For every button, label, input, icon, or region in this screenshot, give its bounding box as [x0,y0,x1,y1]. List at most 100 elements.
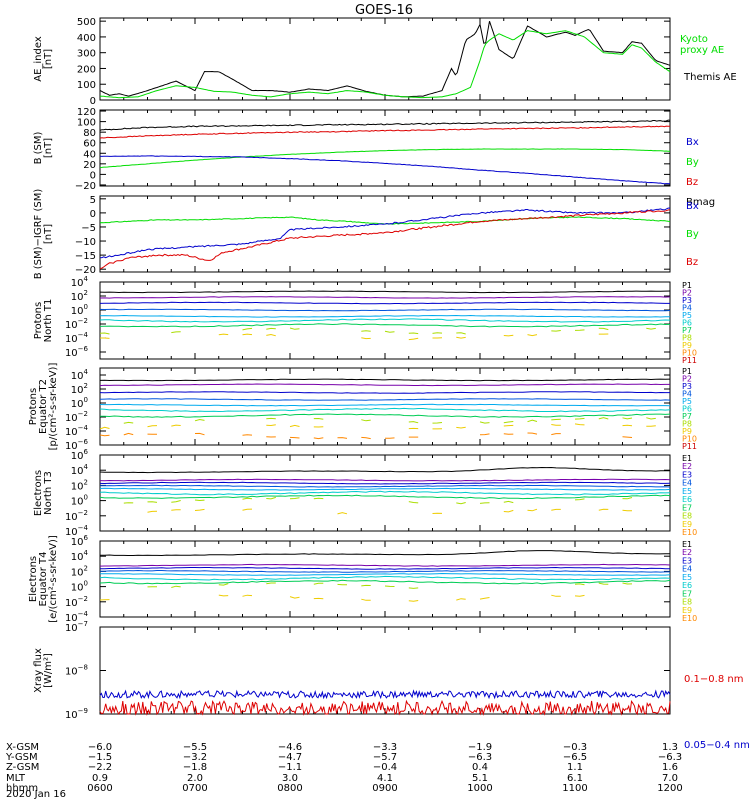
channel-trace [598,582,609,585]
y-tick-label: 200 [77,64,96,75]
y-tick-label: −10 [75,237,96,248]
y-tick-label: 10−2 [65,509,88,523]
x-tick-value: −1.9 [468,742,492,753]
channel-trace [289,596,300,599]
y-tick-label: 300 [77,49,96,60]
channel-trace [147,501,158,503]
y-tick-label: 0 [90,209,96,220]
series-bmag [99,119,671,131]
legend-e10: E10 [682,614,697,623]
x-tick-value: 7.0 [662,773,678,784]
channel-trace [598,417,609,420]
x-tick-value: 0.4 [472,762,488,773]
legend-bx: Bx [686,201,699,212]
channel-trace [503,433,514,435]
channel-trace [646,327,656,330]
panel-xray: Xray flux[W/m²] 10−7 10−8 10−9 0.1−0.8 nm 0.0… [33,620,750,751]
channel-trace [99,318,671,323]
y-axis-label: B (SM)−IGRF (SM)[nT] [33,189,54,280]
channel-trace [266,496,276,500]
legend-by: By [686,229,699,240]
channel-trace [503,421,514,424]
channel-trace [622,424,633,427]
x-tick-value: 1.1 [567,762,583,773]
legend-bz: Bz [686,257,698,268]
y-axis-label: ProtonsEquator T2[p/(cm²-s-sr-keV)] [28,363,59,451]
channel-trace [408,337,419,341]
legend-kyoto-proxy-ae: Kyoto proxy AE [680,34,724,56]
channel-trace [266,424,276,427]
series-bx [99,207,671,259]
x-tick-value: −3.2 [183,752,207,763]
channel-trace [408,587,419,589]
x-tick-value: 0700 [182,783,207,794]
channel-trace [99,426,110,430]
y-tick-label: 102 [71,289,88,303]
channel-trace [313,582,324,585]
y-tick-label: 60 [83,139,96,150]
channel-trace [527,334,538,337]
series-bx [99,155,671,185]
channel-trace [384,585,395,587]
y-axis-label: ElectronsNorth T3 [33,470,54,516]
y-axis-label: ElectronsEquator T4[e/(cm²-s-sr-keV)] [28,535,59,623]
channel-trace [123,421,134,424]
series-bz [99,209,671,269]
channel-trace [194,499,205,502]
panel-e2: ElectronsEquator T4[e/(cm²-s-sr-keV)] 106… [28,534,697,624]
channel-trace [266,333,276,337]
y-tick-label: 500 [77,17,96,28]
x-tick-value: −4.6 [278,742,302,753]
legend-e4: E4 [682,565,692,574]
legend-p10: P10 [682,435,697,444]
channel-trace [194,418,205,422]
y-tick-label: 10−2 [65,410,88,424]
legend-e7: E7 [682,589,692,598]
channel-trace [242,327,253,331]
channel-trace [622,497,633,500]
legend-p6: P6 [682,319,692,328]
channel-trace [99,407,671,413]
x-tick-value: −6.5 [563,752,587,763]
channel-trace [361,598,371,601]
channel-trace [242,333,253,336]
channel-trace [527,419,538,423]
channel-trace [361,584,371,587]
channel-trace [242,497,253,500]
y-tick-label: 100 [77,118,96,129]
y-tick-label: 0 [90,96,96,107]
series-kyoto-proxy-ae [99,30,671,99]
y-tick-label: 10−7 [65,620,88,634]
legend-p3: P3 [682,382,692,391]
legend-e1: E1 [682,540,692,549]
y-tick-label: 102 [71,478,88,492]
channel-trace [622,582,633,585]
channel-trace [479,433,490,436]
legend-p11: P11 [682,442,697,451]
x-tick-value: −4.7 [278,752,302,763]
panel-frame [99,195,671,273]
channel-trace [527,508,538,512]
x-tick-value: 3.0 [282,773,298,784]
y-tick-label: 5 [90,195,96,206]
channel-trace [99,383,670,387]
x-tick-value: −5.7 [373,752,397,763]
channel-trace [646,425,656,427]
channel-trace [218,594,229,597]
channel-trace [646,417,656,420]
x-axis-row-label: X-GSM [6,742,39,753]
channel-trace [361,330,371,332]
channel-trace [337,437,348,439]
legend-p4: P4 [682,390,692,399]
y-tick-label: −20 [75,265,96,276]
x-tick-value: 2.0 [187,773,203,784]
channel-trace [171,424,181,427]
channel-trace [574,498,585,501]
channel-trace [218,333,229,336]
x-tick-value: 1100 [562,783,587,794]
channel-trace [99,296,671,299]
channel-trace [242,508,253,511]
legend-e9: E9 [682,606,692,615]
panel-frame [99,281,671,360]
